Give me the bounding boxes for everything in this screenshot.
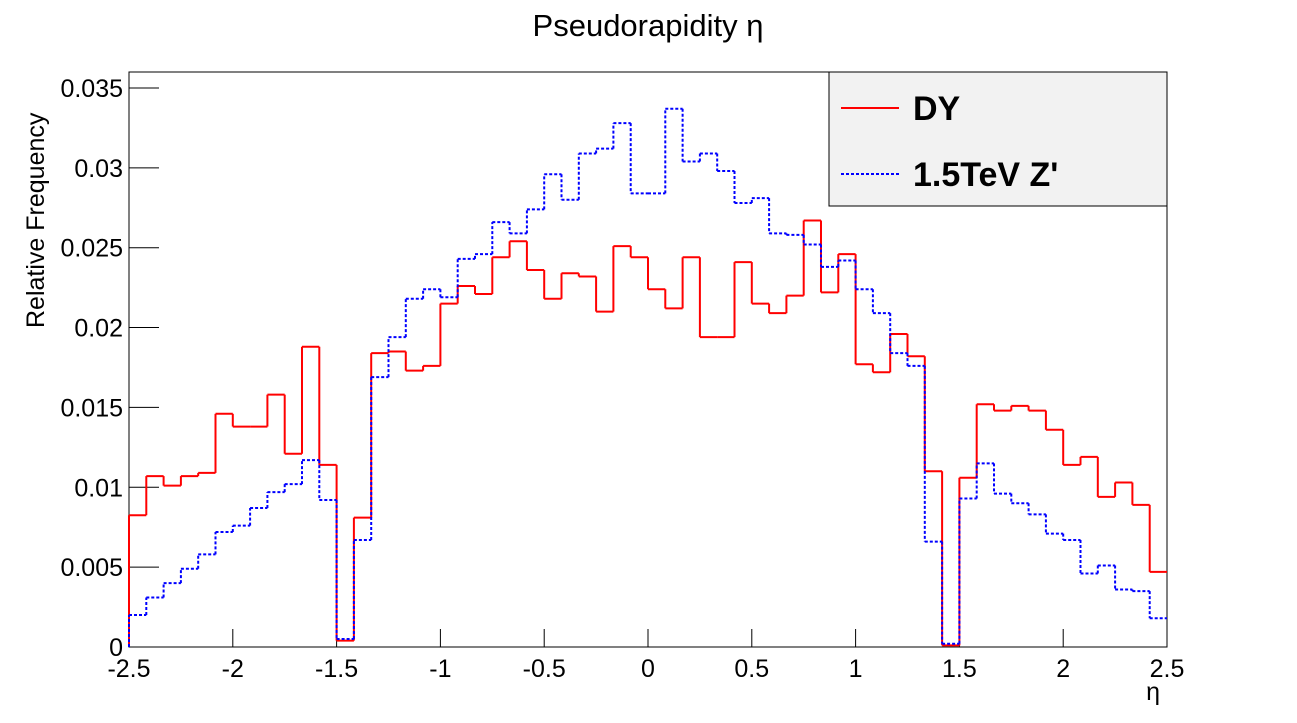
x-tick-label: -2 <box>222 655 244 683</box>
y-tick-label: 0.025 <box>60 235 123 263</box>
x-tick-label: 1.5 <box>942 655 977 683</box>
x-tick-label: -2.5 <box>107 655 150 683</box>
histogram-series <box>128 107 1167 647</box>
x-tick-label: 2.5 <box>1150 655 1185 683</box>
x-tick-label: -1 <box>429 655 451 683</box>
x-tick-label: -0.5 <box>523 655 566 683</box>
histogram-series <box>128 219 1167 647</box>
y-tick-label: 0.03 <box>74 155 123 183</box>
legend-label: 1.5TeV Z' <box>913 156 1058 194</box>
x-tick-label: 2 <box>1056 655 1070 683</box>
x-tick-label: -1.5 <box>315 655 358 683</box>
x-tick-label: 1 <box>849 655 863 683</box>
y-axis-label: Relative Frequency <box>22 112 50 328</box>
y-tick-label: 0.01 <box>74 474 123 502</box>
x-axis-label: η <box>1146 678 1160 706</box>
x-tick-label: 0.5 <box>734 655 769 683</box>
y-tick-label: 0.02 <box>74 315 123 343</box>
y-tick-label: 0.015 <box>60 394 123 422</box>
legend-label: DY <box>913 90 961 128</box>
x-tick-label: 0 <box>641 655 655 683</box>
y-tick-label: 0.005 <box>60 554 123 582</box>
y-tick-label: 0.035 <box>60 75 123 103</box>
legend-box <box>828 71 1168 207</box>
y-tick-label: 0 <box>109 634 123 662</box>
chart-title: Pseudorapidity η <box>533 8 764 43</box>
